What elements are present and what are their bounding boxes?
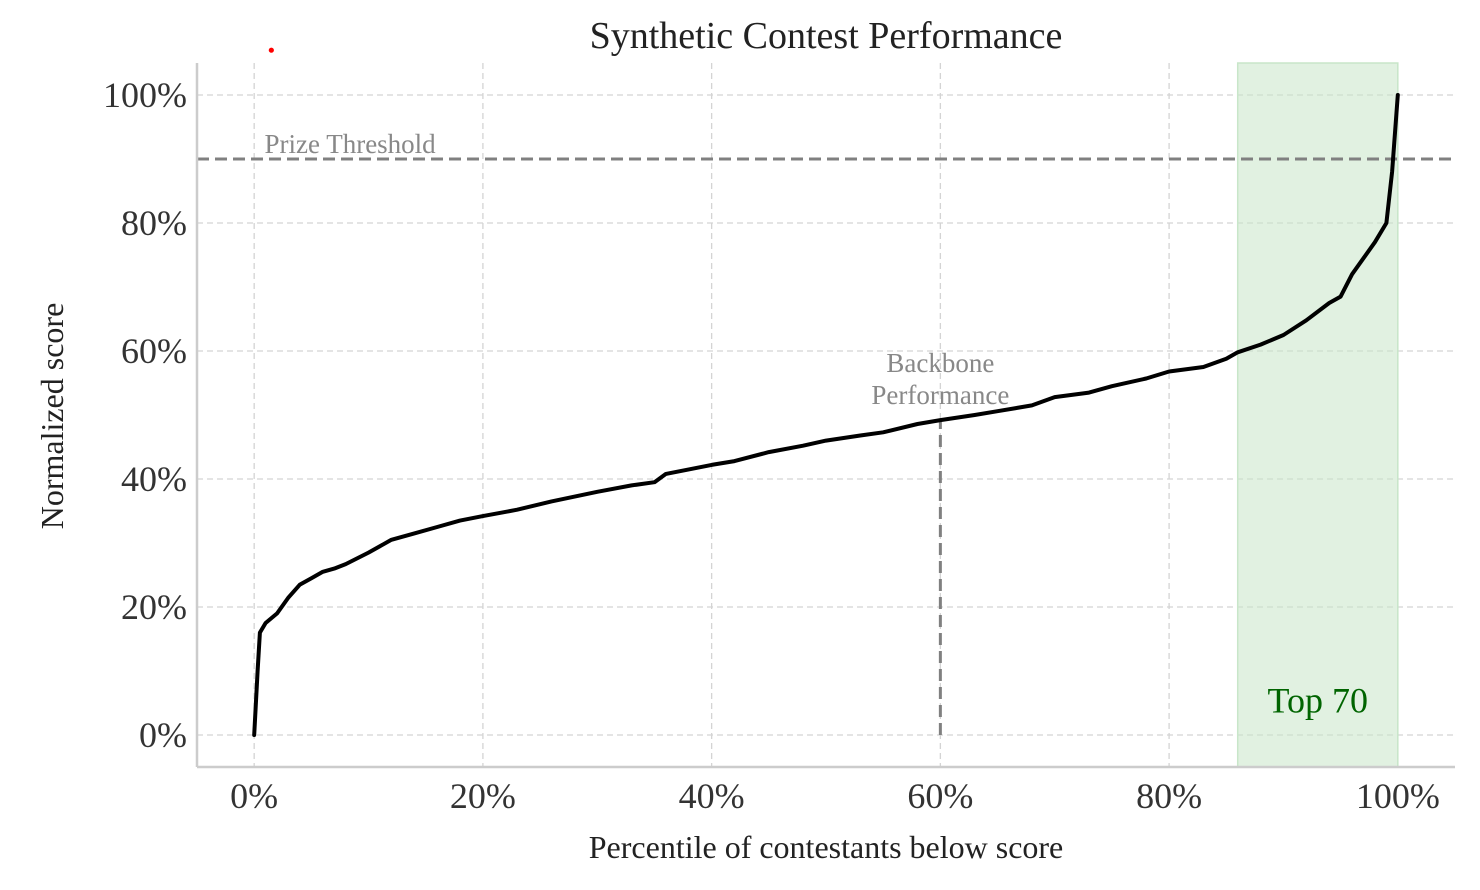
shaded-region-label: Top 70 [1268,681,1368,721]
x-tick-label: 40% [679,776,745,816]
highlight-region: Top 70 [1236,62,1399,768]
x-tick-label: 100% [1356,776,1440,816]
backbone-performance-label: Backbone [886,348,994,378]
y-tick-label: 80% [121,203,187,243]
x-tick-label: 0% [230,776,278,816]
y-tick-label: 60% [121,331,187,371]
y-axis-label: Normalized score [34,303,70,530]
data-series [252,47,1400,737]
prize-threshold-label: Prize Threshold [264,129,436,159]
axes [195,63,1455,769]
tick-labels: 0% 20% 40% 60% 80% 100% 0% 20% 40% 60% 80% 100% [103,75,1440,816]
y-tick-label: 40% [121,459,187,499]
x-tick-label: 80% [1136,776,1202,816]
chart-title: Synthetic Contest Performance [590,15,1063,57]
backbone-performance-label: Performance [871,380,1009,410]
x-axis-label: Percentile of contestants below score [589,829,1064,865]
y-tick-label: 0% [139,715,187,755]
x-tick-label: 60% [907,776,973,816]
score-curve [252,93,1400,737]
y-tick-label: 20% [121,587,187,627]
y-tick-label: 100% [103,75,187,115]
shaded-region-top [1236,62,1399,768]
marker-dot [268,47,274,53]
x-tick-label: 20% [450,776,516,816]
